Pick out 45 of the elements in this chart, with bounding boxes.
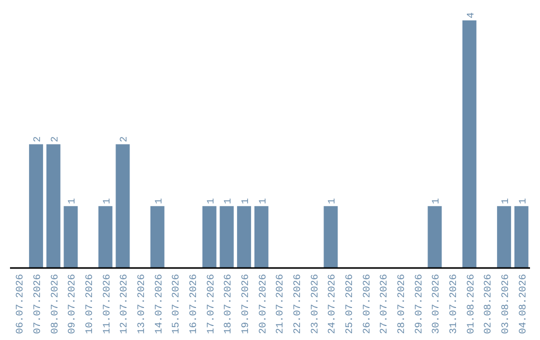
x-tick-label: 09.07.2026	[68, 274, 79, 334]
data-label: 1	[501, 198, 512, 204]
x-tick-label: 24.07.2026	[328, 274, 339, 334]
x-tick-label: 06.07.2026	[16, 274, 27, 334]
x-tick-label: 15.07.2026	[172, 274, 183, 334]
data-label: 2	[120, 136, 131, 142]
x-tick-label: 11.07.2026	[102, 274, 114, 334]
x-tick-label: 23.07.2026	[310, 274, 322, 334]
x-tick-label: 07.07.2026	[33, 274, 44, 334]
x-tick-label: 28.07.2026	[397, 274, 408, 334]
x-tick-label: 03.08.2026	[501, 274, 512, 334]
x-tick-label: 13.07.2026	[137, 274, 148, 334]
x-tick-label: 02.08.2026	[484, 274, 495, 334]
x-tick-label: 12.07.2026	[120, 274, 131, 334]
data-label: 1	[432, 198, 443, 204]
x-tick-label: 27.07.2026	[380, 274, 391, 334]
x-tick-label: 26.07.2026	[362, 274, 374, 334]
x-tick-label: 16.07.2026	[189, 274, 200, 334]
data-label: 4	[466, 12, 478, 18]
x-tick-label: 25.07.2026	[345, 274, 356, 334]
data-label: 1	[518, 198, 530, 204]
x-tick-label: 20.07.2026	[258, 274, 270, 334]
x-tick-label: 17.07.2026	[206, 274, 218, 334]
data-label: 1	[224, 198, 235, 204]
data-label: 1	[154, 198, 166, 204]
x-tick-label: 10.07.2026	[85, 274, 96, 334]
data-label: 2	[50, 136, 62, 142]
data-label: 1	[102, 198, 114, 204]
x-tick-label: 01.08.2026	[466, 274, 478, 334]
x-tick-label: 19.07.2026	[241, 274, 252, 334]
x-tick-label: 30.07.2026	[432, 274, 443, 334]
x-tick-label: 22.07.2026	[293, 274, 304, 334]
x-tick-label: 31.07.2026	[449, 274, 460, 334]
x-tick-label: 29.07.2026	[414, 274, 426, 334]
x-tick-label: 04.08.2026	[518, 274, 530, 334]
data-label: 1	[328, 198, 339, 204]
x-tick-label: 14.07.2026	[154, 274, 166, 334]
data-label: 2	[33, 136, 44, 142]
x-tick-label: 08.07.2026	[50, 274, 62, 334]
data-label: 1	[258, 198, 270, 204]
x-tick-label: 21.07.2026	[276, 274, 287, 334]
data-label: 1	[241, 198, 252, 204]
x-tick-label: 18.07.2026	[224, 274, 235, 334]
data-label: 1	[68, 198, 79, 204]
data-label: 1	[206, 198, 218, 204]
